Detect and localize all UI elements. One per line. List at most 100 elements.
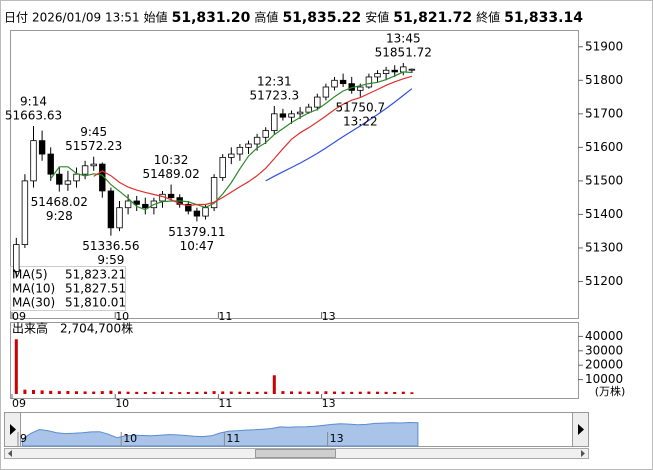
nav-right-arrow xyxy=(578,424,584,435)
candle-body xyxy=(245,143,252,148)
candle-body xyxy=(271,113,278,131)
volume-bar xyxy=(143,391,147,394)
candle-body xyxy=(202,207,209,217)
volume-bar xyxy=(247,391,250,394)
scrollbar-thumb[interactable] xyxy=(255,449,336,458)
annotation-time: 13:22 xyxy=(343,114,378,128)
annotation-time: 9:28 xyxy=(46,209,73,223)
volume-bar xyxy=(272,375,276,394)
price-panel xyxy=(10,30,579,319)
candle-body xyxy=(408,68,416,71)
candle-body xyxy=(288,113,295,118)
candle-body xyxy=(38,140,46,155)
candle-body xyxy=(133,200,140,205)
header-label: 始値 xyxy=(144,10,168,25)
candle-body xyxy=(124,200,132,209)
nav-x-tick-label: 9 xyxy=(20,432,27,445)
ma-legend xyxy=(10,266,126,311)
volume-bar xyxy=(186,391,190,394)
ma-line xyxy=(50,71,412,211)
legend-value: 51,810.01 xyxy=(65,296,126,310)
volume-bar xyxy=(92,391,96,394)
header-value: 51,833.14 xyxy=(504,10,583,26)
nav-x-tick-label: 10 xyxy=(123,432,137,445)
annotation-price: 51723.3 xyxy=(249,89,299,103)
legend-value: 51,827.51 xyxy=(65,282,126,296)
volume-bar xyxy=(178,392,182,394)
x-tick-label: 11 xyxy=(218,310,232,323)
volume-bar xyxy=(358,391,362,394)
candle-body xyxy=(73,173,80,182)
annotation-time: 9:45 xyxy=(80,125,107,139)
candle-body xyxy=(236,146,244,155)
volume-bar xyxy=(126,391,130,394)
annotation-price: 51489.02 xyxy=(142,167,199,181)
candle-body xyxy=(314,96,321,108)
candle-body xyxy=(47,153,54,175)
candle-body xyxy=(185,203,192,212)
header-label: 安値 xyxy=(365,10,389,25)
volume-bar xyxy=(324,391,328,394)
volume-bar xyxy=(169,391,173,394)
volume-bar xyxy=(341,391,345,394)
y-tick-label: 51400 xyxy=(585,207,623,221)
candle-body xyxy=(382,69,390,74)
candle-body xyxy=(56,173,63,185)
candle-body xyxy=(400,66,407,73)
volume-bar xyxy=(195,391,199,394)
volume-bar xyxy=(307,391,311,394)
volume-bar xyxy=(410,392,414,394)
candle-body xyxy=(210,177,218,209)
annotation-price: 51572.23 xyxy=(65,139,122,153)
volume-bar xyxy=(14,339,18,394)
nav-x-tick-label: 13 xyxy=(330,432,344,445)
x-tick-label: 10 xyxy=(115,310,129,323)
volume-bar xyxy=(221,391,225,394)
volume-bar xyxy=(100,391,104,394)
y-tick-label: 51500 xyxy=(585,173,623,187)
volume-panel xyxy=(10,322,579,399)
annotation-time: 12:31 xyxy=(257,75,292,89)
y-tick-label: 40000 xyxy=(585,329,623,343)
volume-bar xyxy=(109,390,113,394)
volume-bar xyxy=(161,391,164,394)
volume-bar xyxy=(290,391,293,394)
annotation-price: 51379.11 xyxy=(168,225,225,239)
volume-bar xyxy=(83,391,87,394)
header-value: 2026/01/09 13:51 xyxy=(32,11,140,25)
annotation-time: 10:47 xyxy=(180,239,215,253)
volume-bar xyxy=(376,391,379,394)
volume-title: 出来高 2,704,700株 xyxy=(12,321,133,336)
candle-body xyxy=(365,76,373,88)
legend-name: MA(5) xyxy=(12,268,48,282)
volume-bar xyxy=(401,391,405,394)
annotation-time: 9:14 xyxy=(20,95,47,109)
legend-name: MA(10) xyxy=(12,282,55,296)
y-tick-label: 51700 xyxy=(585,106,623,120)
candle-body xyxy=(296,111,304,115)
annotation-price: 51851.72 xyxy=(375,45,432,59)
candle-body xyxy=(322,86,330,98)
candle-body xyxy=(305,106,312,113)
volume-bar xyxy=(384,391,388,394)
ma-line xyxy=(93,75,413,207)
volume-bar xyxy=(350,391,354,394)
annotation-time: 13:45 xyxy=(386,31,421,45)
header-value: 51,821.72 xyxy=(393,10,472,26)
y-tick-label: 20000 xyxy=(585,358,623,372)
candle-body xyxy=(107,190,115,229)
y-tick-label: 51300 xyxy=(585,240,623,254)
header-value: 51,835.22 xyxy=(282,10,361,26)
x-tick-label: 11 xyxy=(218,397,232,410)
header-label: 日付 xyxy=(4,11,28,25)
volume-bar xyxy=(315,391,319,394)
y-tick-label: 51600 xyxy=(585,140,623,154)
candle-body xyxy=(142,203,149,209)
volume-bar xyxy=(40,390,44,394)
volume-bar xyxy=(212,391,216,394)
volume-bar xyxy=(333,391,336,394)
header-value: 51,831.20 xyxy=(172,10,251,26)
legend-value: 51,823.21 xyxy=(65,268,126,282)
ma-line xyxy=(265,88,413,182)
y-tick-label: 51800 xyxy=(585,73,623,87)
